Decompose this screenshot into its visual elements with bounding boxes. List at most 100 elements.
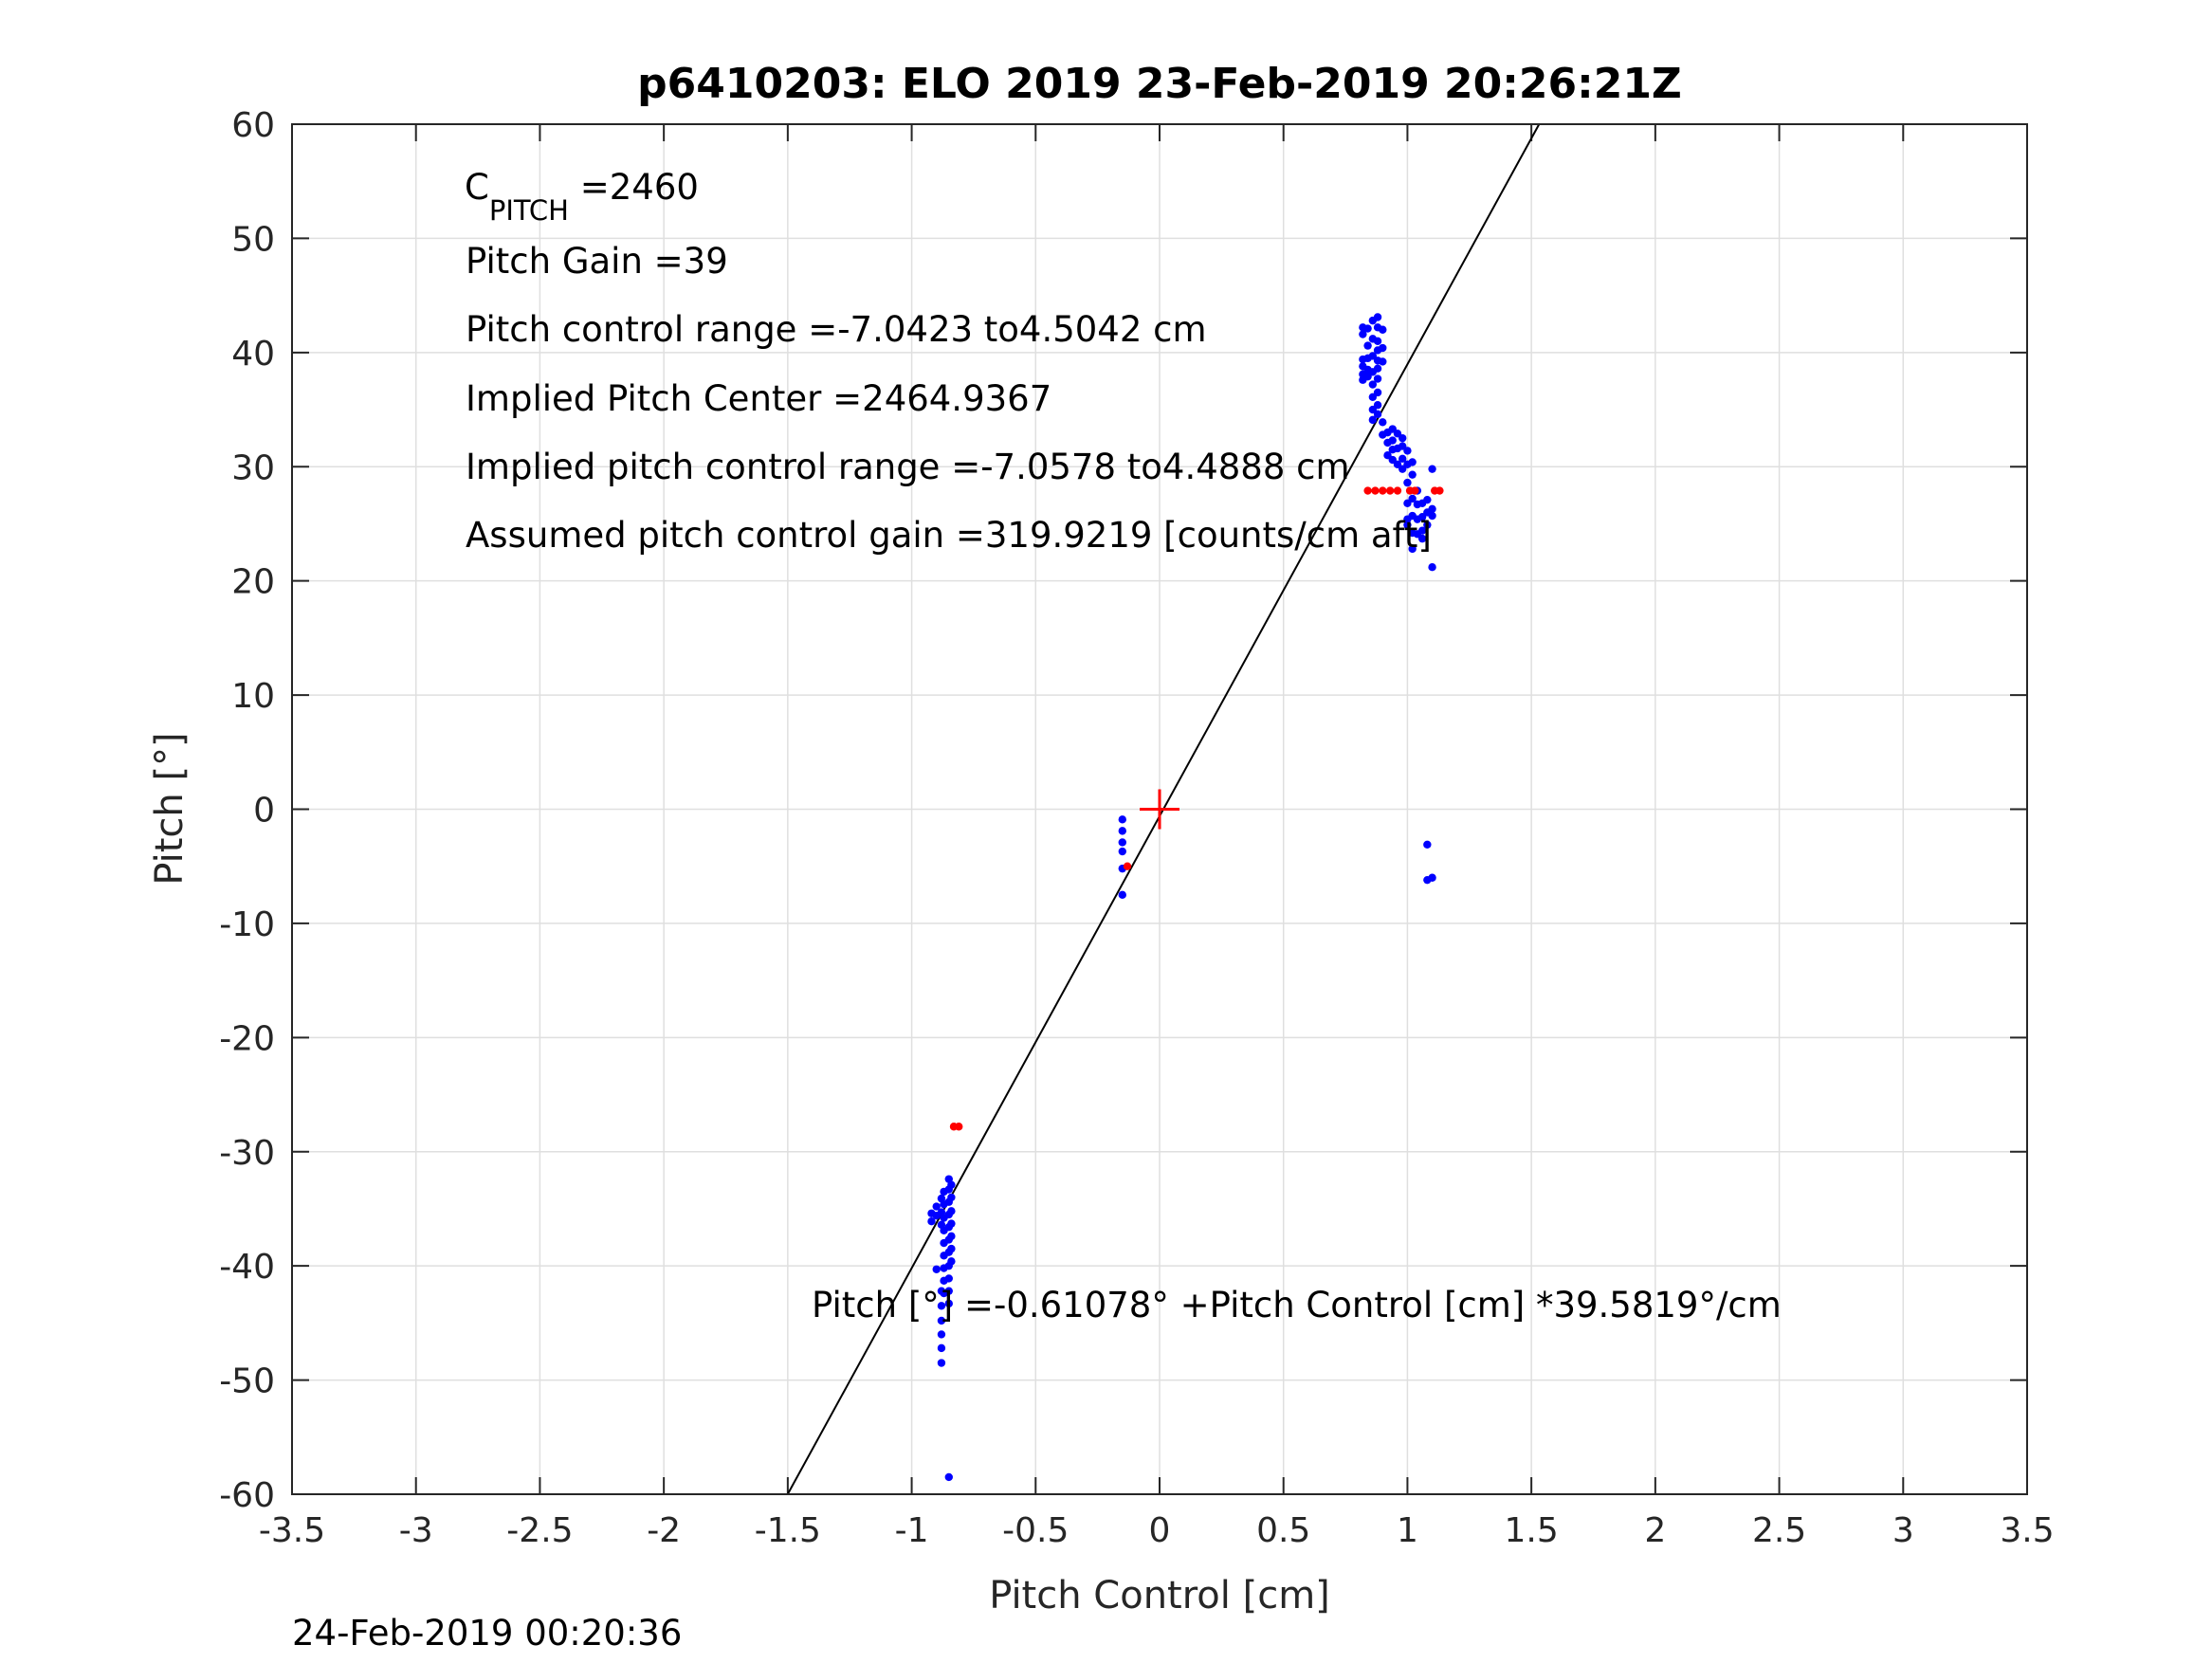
data-point xyxy=(937,1316,946,1325)
data-point xyxy=(1118,890,1126,900)
x-tick-label: 1.5 xyxy=(1505,1511,1559,1550)
annotation-assumed-gain: Assumed pitch control gain =319.9219 [co… xyxy=(466,515,1432,556)
data-point xyxy=(1428,465,1436,473)
x-tick-label: 0.5 xyxy=(1256,1511,1310,1550)
y-tick-label: 0 xyxy=(253,792,275,831)
data-point xyxy=(1385,486,1395,495)
data-point xyxy=(1393,486,1402,495)
data-point xyxy=(1403,521,1412,529)
y-tick-label: 10 xyxy=(231,677,275,716)
data-point xyxy=(1428,511,1436,521)
data-point xyxy=(944,1299,953,1308)
data-point xyxy=(932,1202,941,1211)
data-point xyxy=(1423,495,1432,504)
data-point xyxy=(1379,486,1387,495)
data-points xyxy=(927,313,1444,1482)
data-point xyxy=(944,1472,953,1482)
x-tick-label: -2.5 xyxy=(506,1511,573,1550)
data-point xyxy=(1398,454,1407,464)
data-point xyxy=(937,1343,946,1353)
data-point xyxy=(1368,380,1378,389)
data-point xyxy=(947,1207,956,1215)
data-point xyxy=(1411,486,1419,495)
data-point xyxy=(1368,415,1378,425)
y-tick-label: -50 xyxy=(219,1362,275,1401)
data-point xyxy=(927,1217,936,1226)
data-point xyxy=(1417,534,1427,543)
data-point xyxy=(937,1359,946,1367)
annotation-c-pitch-subscript: PITCH xyxy=(489,194,569,227)
annotation-fit-equation: Pitch [°] =-0.61078° +Pitch Control [cm]… xyxy=(812,1285,1782,1325)
x-tick-label: 3 xyxy=(1892,1511,1914,1550)
x-tick-label: 2 xyxy=(1644,1511,1666,1550)
y-tick-label: 20 xyxy=(231,563,275,602)
series-1 xyxy=(949,486,1444,1131)
annotation-c-pitch-value: =2460 xyxy=(569,167,699,208)
series-0 xyxy=(927,313,1436,1482)
data-point xyxy=(1123,862,1132,870)
data-point xyxy=(1428,504,1436,514)
y-tick-label: 40 xyxy=(231,335,275,374)
data-point xyxy=(1373,337,1382,345)
data-point xyxy=(1408,494,1417,503)
data-point xyxy=(1359,330,1367,338)
data-point xyxy=(1423,521,1432,529)
data-point xyxy=(1373,401,1382,410)
x-tick-label: 1 xyxy=(1397,1511,1418,1550)
x-tick-label: -2 xyxy=(647,1511,681,1550)
data-point xyxy=(937,1330,946,1339)
data-point xyxy=(1408,458,1417,466)
x-tick-label: -1.5 xyxy=(755,1511,821,1550)
axis-ticks xyxy=(291,123,2028,1495)
y-axis-label: Pitch [°] xyxy=(148,732,192,885)
annotation-implied-pitch-center: Implied Pitch Center =2464.9367 xyxy=(466,378,1051,419)
x-tick-label: -0.5 xyxy=(1002,1511,1069,1550)
x-tick-label: 2.5 xyxy=(1752,1511,1806,1550)
data-point xyxy=(1403,478,1412,487)
x-tick-label: 3.5 xyxy=(2000,1511,2054,1550)
data-point xyxy=(947,1219,956,1228)
data-point xyxy=(1398,433,1407,443)
data-point xyxy=(1435,486,1444,495)
data-point xyxy=(1118,827,1126,835)
x-tick-label: -1 xyxy=(895,1511,929,1550)
y-tick-label: 30 xyxy=(231,448,275,487)
center-marker xyxy=(1140,789,1179,830)
data-point xyxy=(955,1123,963,1131)
data-point xyxy=(944,1274,953,1283)
y-tick-label: -10 xyxy=(219,905,275,944)
y-tick-label: 60 xyxy=(231,106,275,145)
data-point xyxy=(1363,486,1372,495)
data-point xyxy=(1379,325,1387,334)
data-point xyxy=(1371,486,1380,495)
data-point xyxy=(947,1193,956,1202)
data-point xyxy=(1373,364,1382,373)
data-point xyxy=(932,1265,941,1273)
data-point xyxy=(1408,544,1417,554)
data-point xyxy=(1388,436,1397,445)
x-tick-label: 0 xyxy=(1149,1511,1171,1550)
data-point xyxy=(1118,815,1126,824)
data-point xyxy=(1363,341,1372,350)
data-point xyxy=(1379,343,1387,353)
data-point xyxy=(1379,357,1387,366)
data-point xyxy=(1118,847,1126,856)
data-point xyxy=(947,1257,956,1266)
annotation-c-pitch-symbol: C xyxy=(465,167,489,208)
data-point xyxy=(1363,324,1372,333)
chart-title: p6410203: ELO 2019 23-Feb-2019 20:26:21Z xyxy=(637,60,1682,108)
x-tick-labels: -3.5 -3 -2.5 -2 -1.5 -1 -0.5 0 0.5 1 1.5 2 2.5 3 3.5 xyxy=(259,1511,2055,1550)
y-tick-label: 50 xyxy=(231,220,275,259)
data-point xyxy=(1428,563,1436,572)
data-point xyxy=(944,1287,953,1295)
data-point xyxy=(1417,526,1427,535)
data-point xyxy=(937,1302,946,1310)
data-point xyxy=(1373,388,1382,397)
annotation-pitch-gain: Pitch Gain =39 xyxy=(466,241,728,282)
y-tick-label: -20 xyxy=(219,1019,275,1058)
x-axis-label: Pitch Control [cm] xyxy=(989,1574,1330,1617)
data-point xyxy=(1379,418,1387,427)
data-point xyxy=(1408,470,1417,479)
